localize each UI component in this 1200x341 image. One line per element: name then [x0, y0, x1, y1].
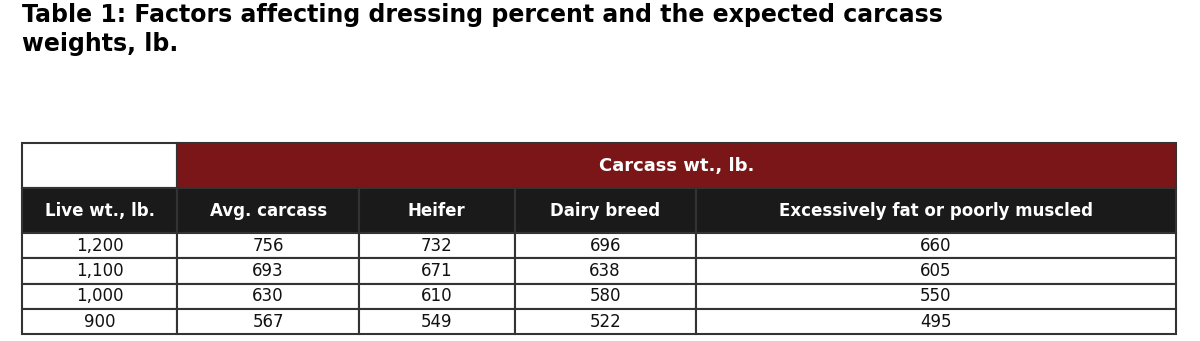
Text: 550: 550	[920, 287, 952, 305]
Text: 660: 660	[920, 237, 952, 255]
Bar	[696, 309, 1176, 334]
Text: 495: 495	[920, 313, 952, 330]
Bar	[359, 188, 515, 233]
Bar	[359, 284, 515, 309]
Text: 696: 696	[589, 237, 620, 255]
Text: 549: 549	[421, 313, 452, 330]
Bar	[515, 188, 696, 233]
Text: 630: 630	[252, 287, 284, 305]
Text: 693: 693	[252, 262, 284, 280]
Bar	[359, 309, 515, 334]
Bar	[515, 309, 696, 334]
Text: 1,200: 1,200	[76, 237, 124, 255]
Text: 605: 605	[920, 262, 952, 280]
Text: Live wt., lb.: Live wt., lb.	[44, 202, 155, 220]
Text: Dairy breed: Dairy breed	[550, 202, 660, 220]
Text: 522: 522	[589, 313, 622, 330]
Text: 1,000: 1,000	[76, 287, 124, 305]
Bar	[515, 284, 696, 309]
Bar	[178, 258, 359, 284]
Bar	[178, 284, 359, 309]
Bar	[22, 143, 178, 188]
Bar	[22, 309, 178, 334]
Bar	[515, 258, 696, 284]
Bar	[696, 258, 1176, 284]
Text: 732: 732	[421, 237, 452, 255]
Bar	[515, 233, 696, 258]
Text: 567: 567	[252, 313, 284, 330]
Bar	[22, 258, 178, 284]
Text: Heifer: Heifer	[408, 202, 466, 220]
Bar	[178, 143, 1176, 188]
Bar	[22, 233, 178, 258]
Bar	[178, 188, 359, 233]
Bar	[178, 309, 359, 334]
Text: 638: 638	[589, 262, 620, 280]
Bar	[696, 233, 1176, 258]
Text: Table 1: Factors affecting dressing percent and the expected carcass
weights, lb: Table 1: Factors affecting dressing perc…	[22, 3, 942, 56]
Bar	[696, 188, 1176, 233]
Bar	[359, 258, 515, 284]
Text: Avg. carcass: Avg. carcass	[210, 202, 326, 220]
Text: 671: 671	[421, 262, 452, 280]
Text: Excessively fat or poorly muscled: Excessively fat or poorly muscled	[779, 202, 1093, 220]
Bar	[359, 233, 515, 258]
Bar	[22, 188, 178, 233]
Bar	[22, 284, 178, 309]
Text: 610: 610	[421, 287, 452, 305]
Text: 756: 756	[252, 237, 284, 255]
Text: 900: 900	[84, 313, 115, 330]
Text: 580: 580	[589, 287, 620, 305]
Text: Carcass wt., lb.: Carcass wt., lb.	[599, 157, 755, 175]
Text: 1,100: 1,100	[76, 262, 124, 280]
Bar	[178, 233, 359, 258]
Bar	[696, 284, 1176, 309]
